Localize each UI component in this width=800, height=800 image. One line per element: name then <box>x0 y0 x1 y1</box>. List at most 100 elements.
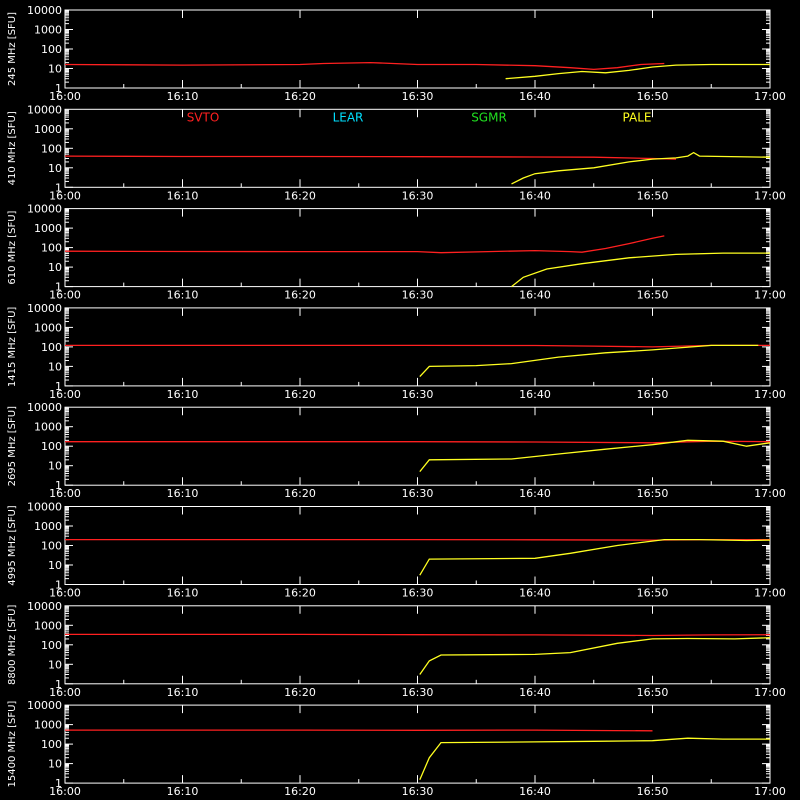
x-tick-label: 16:50 <box>637 90 669 103</box>
x-tick-label: 16:30 <box>402 289 434 302</box>
x-tick-label: 17:00 <box>754 289 786 302</box>
x-tick-label: 16:00 <box>49 587 81 600</box>
y-tick-label: 1 <box>55 579 62 592</box>
series-line-svto <box>64 235 665 254</box>
x-tick-label: 17:00 <box>754 587 786 600</box>
legend-entry-lear: LEAR <box>333 110 364 124</box>
x-tick-label: 16:50 <box>637 388 669 401</box>
x-tick-label: 17:00 <box>754 686 786 699</box>
x-tick-label: 16:20 <box>284 189 316 202</box>
y-tick-label: 1000 <box>34 520 62 533</box>
x-tick-label: 16:00 <box>49 785 81 798</box>
y-tick-label: 10000 <box>27 203 62 216</box>
x-tick-label: 16:50 <box>637 487 669 500</box>
y-tick-label: 10 <box>48 460 62 473</box>
x-tick-label: 16:20 <box>284 587 316 600</box>
series-line-pale <box>419 637 771 675</box>
y-tick-label: 1000 <box>34 24 62 37</box>
series-line-pale <box>511 151 771 185</box>
x-tick-label: 16:30 <box>402 90 434 103</box>
series-line-pale <box>511 252 770 288</box>
panel-1: 1 10 100 1000 10000 16:00 16:10 16:20 16:30 16:40… <box>7 4 786 103</box>
y-tick-label: 100 <box>41 440 62 453</box>
x-tick-label: 16:10 <box>167 785 199 798</box>
y-tick-label: 10 <box>48 162 62 175</box>
y-tick-label: 1000 <box>34 222 62 235</box>
y-tick-label: 10 <box>48 63 62 76</box>
legend: SVTO LEAR SGMR PALE <box>187 110 652 124</box>
x-tick-label: 16:40 <box>519 189 551 202</box>
x-tick-label: 16:40 <box>519 785 551 798</box>
x-tick-label: 16:40 <box>519 289 551 302</box>
y-tick-label: 1 <box>55 380 62 393</box>
y-tick-label: 100 <box>41 540 62 553</box>
y-tick-label: 100 <box>41 639 62 652</box>
series-line-svto <box>64 155 677 160</box>
y-axis-label: 245 MHz [SFU] <box>7 12 18 86</box>
x-tick-label: 16:50 <box>637 785 669 798</box>
x-tick-label: 16:50 <box>637 289 669 302</box>
legend-entry-pale: PALE <box>623 110 652 124</box>
y-tick-label: 100 <box>41 142 62 155</box>
y-tick-label: 1 <box>55 82 62 95</box>
x-tick-label: 16:10 <box>167 686 199 699</box>
y-tick-label: 1 <box>55 281 62 294</box>
x-tick-label: 16:40 <box>519 90 551 103</box>
panel-3: 1 10 100 1000 10000 16:00 16:10 16:20 16:30 16:40… <box>7 203 786 302</box>
y-axis-label: 8800 MHz [SFU] <box>7 604 18 685</box>
legend-entry-svto: SVTO <box>187 110 220 124</box>
y-tick-label: 1 <box>55 678 62 691</box>
x-tick-label: 16:40 <box>519 487 551 500</box>
x-tick-label: 16:30 <box>402 587 434 600</box>
y-tick-label: 100 <box>41 738 62 751</box>
x-tick-label: 16:20 <box>284 487 316 500</box>
x-tick-label: 16:40 <box>519 388 551 401</box>
x-tick-label: 16:30 <box>402 686 434 699</box>
x-tick-label: 16:00 <box>49 289 81 302</box>
x-tick-label: 16:20 <box>284 686 316 699</box>
y-tick-label: 10000 <box>27 4 62 17</box>
series-line-svto <box>65 344 770 348</box>
legend-entry-sgmr: SGMR <box>471 110 507 124</box>
x-tick-label: 17:00 <box>754 90 786 103</box>
panel-6: 1 10 100 1000 10000 16:00 16:10 16:20 16:30 16:40… <box>7 501 786 600</box>
x-tick-label: 16:10 <box>167 189 199 202</box>
panel-7: 1 10 100 1000 10000 16:00 16:10 16:20 16:30 16:40… <box>7 600 786 699</box>
y-tick-label: 100 <box>41 43 62 56</box>
y-tick-label: 1000 <box>34 321 62 334</box>
y-axis-label: 4995 MHz [SFU] <box>7 505 18 586</box>
y-tick-label: 10000 <box>27 699 62 712</box>
y-tick-label: 100 <box>41 341 62 354</box>
x-tick-label: 16:30 <box>402 189 434 202</box>
x-tick-label: 16:00 <box>49 487 81 500</box>
series-line-pale <box>419 538 771 576</box>
series-line-pale <box>419 737 770 780</box>
y-tick-label: 1 <box>55 479 62 492</box>
x-tick-label: 16:30 <box>402 785 434 798</box>
series-line-svto <box>65 729 653 732</box>
y-axis-label: 610 MHz [SFU] <box>7 210 18 284</box>
x-tick-label: 16:50 <box>637 686 669 699</box>
x-tick-label: 17:00 <box>754 388 786 401</box>
y-tick-label: 1 <box>55 181 62 194</box>
x-tick-label: 16:00 <box>49 686 81 699</box>
panel-2: 1 10 100 1000 10000 16:00 16:10 16:20 16:30 16:40… <box>7 103 786 202</box>
x-tick-label: 16:10 <box>167 289 199 302</box>
x-tick-label: 16:30 <box>402 487 434 500</box>
x-tick-label: 16:20 <box>284 90 316 103</box>
y-tick-label: 10000 <box>27 600 62 613</box>
y-tick-label: 1000 <box>34 123 62 136</box>
y-tick-label: 1 <box>55 777 62 790</box>
y-tick-label: 10000 <box>27 302 62 315</box>
y-tick-label: 1000 <box>34 421 62 434</box>
series-line-pale <box>419 344 759 378</box>
y-tick-label: 10 <box>48 360 62 373</box>
y-tick-label: 1000 <box>34 719 62 732</box>
panel-8: 1 10 100 1000 10000 16:00 16:10 16:20 16:30 16:40… <box>7 699 786 798</box>
y-axis-label: 15400 MHz [SFU] <box>7 701 18 788</box>
series-line-svto <box>65 633 771 637</box>
x-tick-label: 16:10 <box>167 388 199 401</box>
series-line-svto <box>65 440 771 444</box>
